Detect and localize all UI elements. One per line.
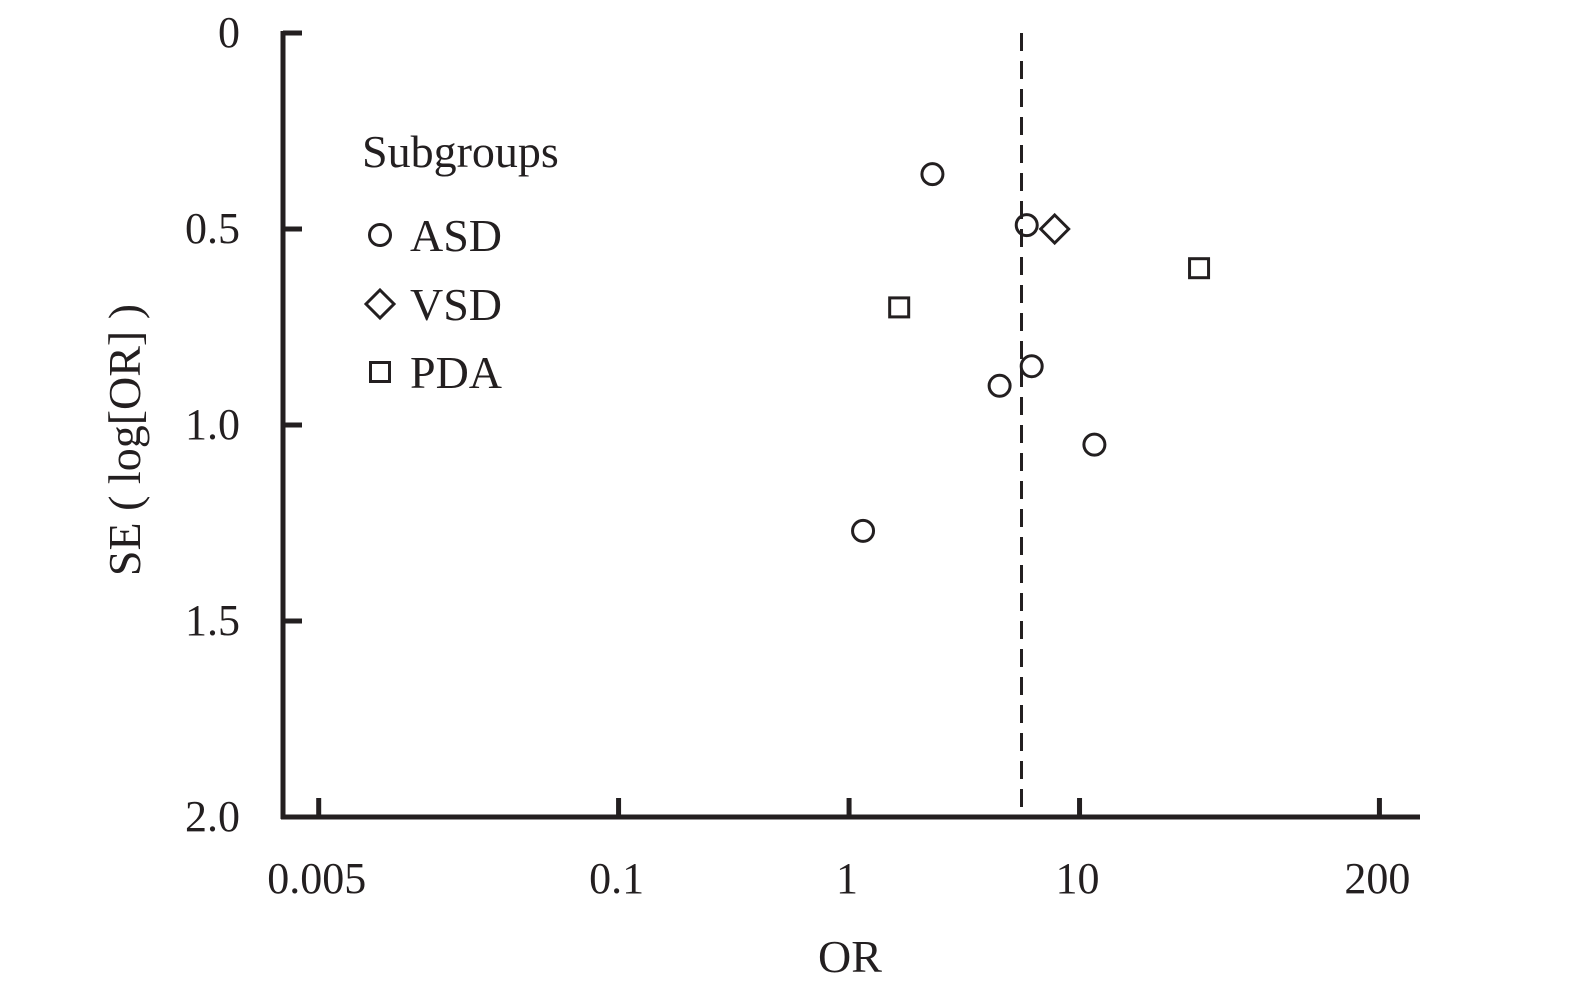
y-tick-label: 2.0 <box>185 792 240 841</box>
x-tick-label: 0.005 <box>267 854 366 903</box>
axes: 0 0.5 1.0 1.5 2.0 0.005 0.1 1 10 200 <box>185 8 1420 903</box>
legend-marker-vsd <box>363 287 397 321</box>
y-tick-label: 1.0 <box>185 400 240 449</box>
y-tick-label: 1.5 <box>185 596 240 645</box>
data-points <box>851 162 1211 543</box>
data-point-pda <box>888 296 911 319</box>
x-tick-label: 10 <box>1056 854 1100 903</box>
data-point-asd <box>920 162 945 187</box>
y-tick-label: 0 <box>218 8 240 57</box>
legend-label-asd: ASD <box>410 210 502 261</box>
x-axis-title: OR <box>818 931 882 982</box>
y-tick-label: 0.5 <box>185 204 240 253</box>
data-point-asd <box>1014 213 1039 238</box>
data-point-vsd <box>1038 212 1071 246</box>
legend-title: Subgroups <box>362 126 559 177</box>
legend-marker-pda <box>369 361 391 383</box>
legend-label-pda: PDA <box>410 347 502 398</box>
x-tick-label: 0.1 <box>589 854 644 903</box>
legend: Subgroups ASD VSD PDA <box>362 126 559 398</box>
data-point-pda <box>1188 257 1211 280</box>
data-point-asd <box>1019 354 1044 379</box>
legend-marker-asd <box>368 223 392 247</box>
x-tick-label: 200 <box>1344 854 1410 903</box>
x-tick-label: 1 <box>836 854 858 903</box>
data-point-asd <box>987 373 1012 398</box>
legend-label-vsd: VSD <box>410 279 502 330</box>
y-axis-title: SE ( log[OR] ) <box>99 304 150 576</box>
data-point-asd <box>1082 432 1107 457</box>
data-point-asd <box>851 518 876 543</box>
